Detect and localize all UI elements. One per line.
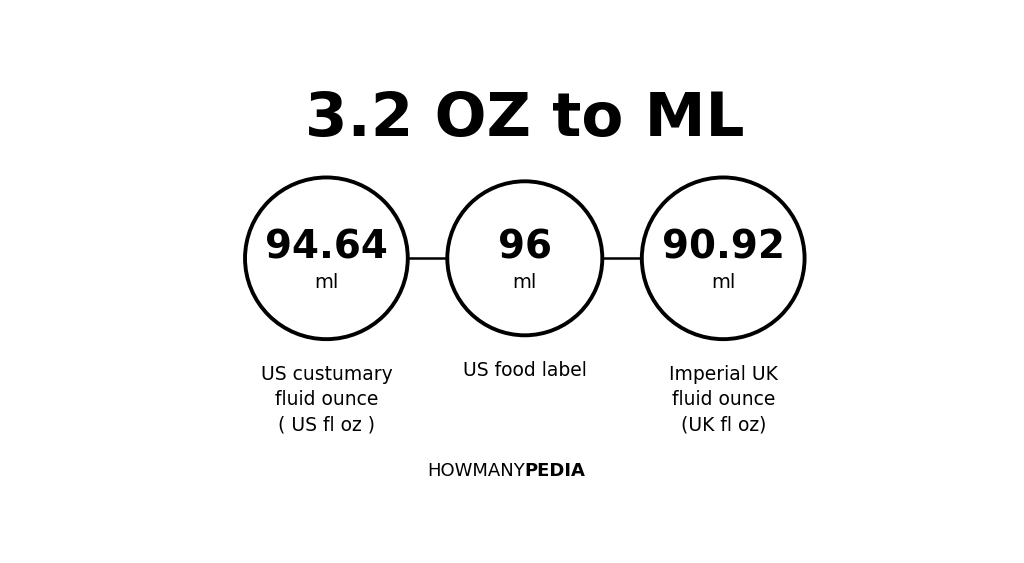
Text: Imperial UK
fluid ounce
(UK fl oz): Imperial UK fluid ounce (UK fl oz) <box>669 365 777 434</box>
Text: US food label: US food label <box>463 361 587 381</box>
Text: ml: ml <box>314 272 339 292</box>
Text: 3.2 OZ to ML: 3.2 OZ to ML <box>305 90 744 149</box>
Text: ml: ml <box>711 272 735 292</box>
Text: HOWMANY: HOWMANY <box>427 462 524 480</box>
Text: US custumary
fluid ounce
( US fl oz ): US custumary fluid ounce ( US fl oz ) <box>260 365 392 434</box>
Ellipse shape <box>447 181 602 336</box>
Ellipse shape <box>642 177 805 339</box>
Text: 94.64: 94.64 <box>265 229 388 266</box>
Text: 96: 96 <box>498 229 552 266</box>
Text: PEDIA: PEDIA <box>524 462 586 480</box>
Text: 90.92: 90.92 <box>662 229 784 266</box>
Text: ml: ml <box>513 272 537 292</box>
Ellipse shape <box>245 177 408 339</box>
